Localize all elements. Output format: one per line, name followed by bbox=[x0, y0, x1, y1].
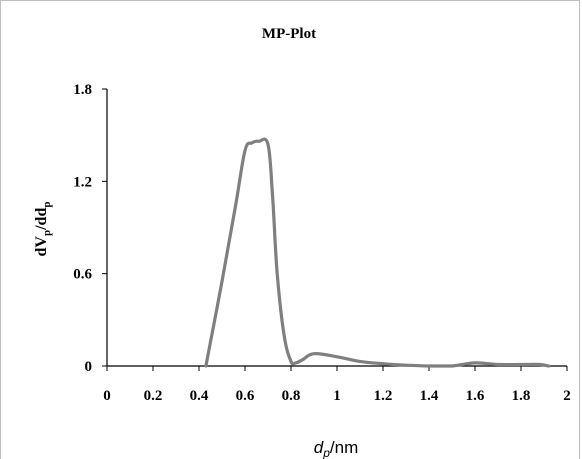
y-tick-label: 1.2 bbox=[73, 174, 92, 190]
x-tick-label: 1.6 bbox=[466, 388, 485, 404]
y-tick-label: 1.8 bbox=[73, 82, 92, 98]
chart-title: MP-Plot bbox=[262, 26, 316, 42]
series-group bbox=[204, 137, 551, 368]
y-tick-label: 0.6 bbox=[73, 267, 92, 283]
x-tick-label: 2 bbox=[563, 388, 571, 404]
y-tick-label: 0 bbox=[85, 359, 93, 375]
svg-text:dVp/ddp: dVp/ddp bbox=[33, 202, 53, 257]
x-tick-label: 0 bbox=[103, 388, 111, 404]
x-axis-label: dp/nm bbox=[314, 438, 359, 459]
ticks: 0 0.2 0.4 0.6 0.8 1 1.2 1.4 1.6 1.8 2 0 0.6 1.2 1.8 bbox=[73, 82, 571, 404]
x-tick-label: 1.2 bbox=[374, 388, 393, 404]
y-axis-label: dVp/ddp bbox=[33, 202, 53, 257]
series-line bbox=[204, 137, 551, 368]
svg-text:dp/nm: dp/nm bbox=[314, 438, 359, 459]
axes bbox=[106, 89, 567, 367]
x-tick-label: 0.2 bbox=[144, 388, 163, 404]
x-tick-label: 1.4 bbox=[420, 388, 439, 404]
x-tick-label: 1.8 bbox=[512, 388, 531, 404]
x-tick-label: 0.8 bbox=[282, 388, 301, 404]
x-tick-label: 0.4 bbox=[190, 388, 209, 404]
x-tick-label: 0.6 bbox=[236, 388, 255, 404]
x-tick-label: 1 bbox=[333, 388, 341, 404]
